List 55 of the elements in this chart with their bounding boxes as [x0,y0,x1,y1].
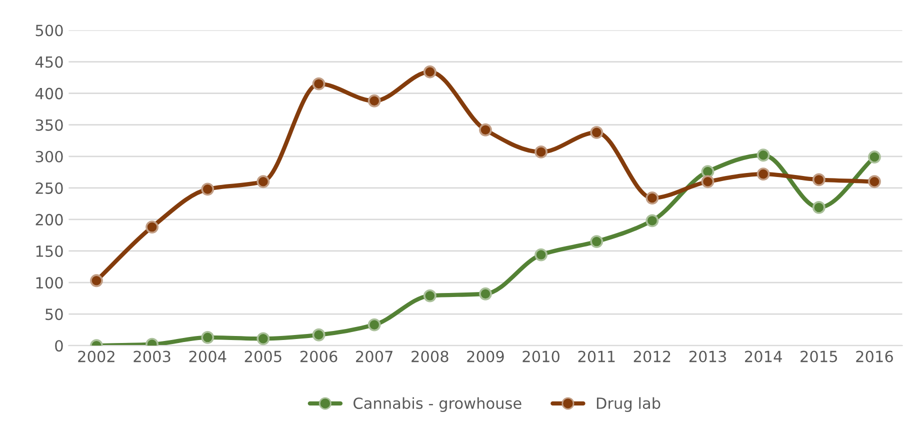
point [534,248,548,262]
point [756,168,770,181]
y-tick-label: 0 [55,340,63,352]
point [812,201,826,214]
point [201,330,214,344]
point [479,287,492,300]
point [368,94,381,108]
point [256,175,270,188]
point [146,220,159,234]
point [256,332,270,346]
x-tick-label: 2008 [412,350,448,362]
x-tick-label: 2004 [189,350,226,362]
point [201,182,214,196]
x-tick-label: 2003 [134,350,170,362]
point [479,123,492,136]
x-tick-label: 2006 [300,350,338,362]
point [756,148,770,162]
x-tick-label: 2012 [634,350,670,362]
y-tick-label: 350 [36,119,63,131]
x-tick-label: 2005 [244,350,282,362]
point [423,65,436,78]
point [90,274,103,288]
legend-label: Cannabis - growhouse [354,397,522,412]
y-tick-label: 450 [35,56,63,68]
y-tick-label: 150 [36,245,63,258]
y-tick-label: 50 [46,308,63,320]
point [590,126,604,139]
x-tick-label: 2015 [800,350,838,362]
point [646,214,659,228]
x-tick-label: 2010 [522,350,560,362]
y-tick-label: 400 [35,88,63,100]
point [312,77,326,90]
point [868,150,881,164]
point [368,318,381,332]
x-tick-label: 2007 [356,350,392,362]
legend-label: Drug lab [596,397,660,412]
y-tick-label: 100 [36,276,63,289]
point [312,328,326,342]
point [868,175,881,188]
x-tick-label: 2009 [467,350,504,362]
x-tick-label: 2002 [78,350,114,362]
y-tick-label: 250 [36,182,63,194]
point [534,146,548,158]
y-tick-label: 300 [36,150,63,162]
y-tick-label: 200 [36,214,63,226]
y-tick-label: 500 [36,24,63,36]
x-tick-label: 2013 [689,350,726,362]
x-tick-label: 2014 [745,350,782,362]
x-tick-label: 2016 [856,350,893,362]
x-tick-label: 2011 [578,350,615,362]
point [701,175,714,188]
point [590,235,604,248]
point [423,289,436,302]
point [812,173,826,186]
point [646,192,659,204]
